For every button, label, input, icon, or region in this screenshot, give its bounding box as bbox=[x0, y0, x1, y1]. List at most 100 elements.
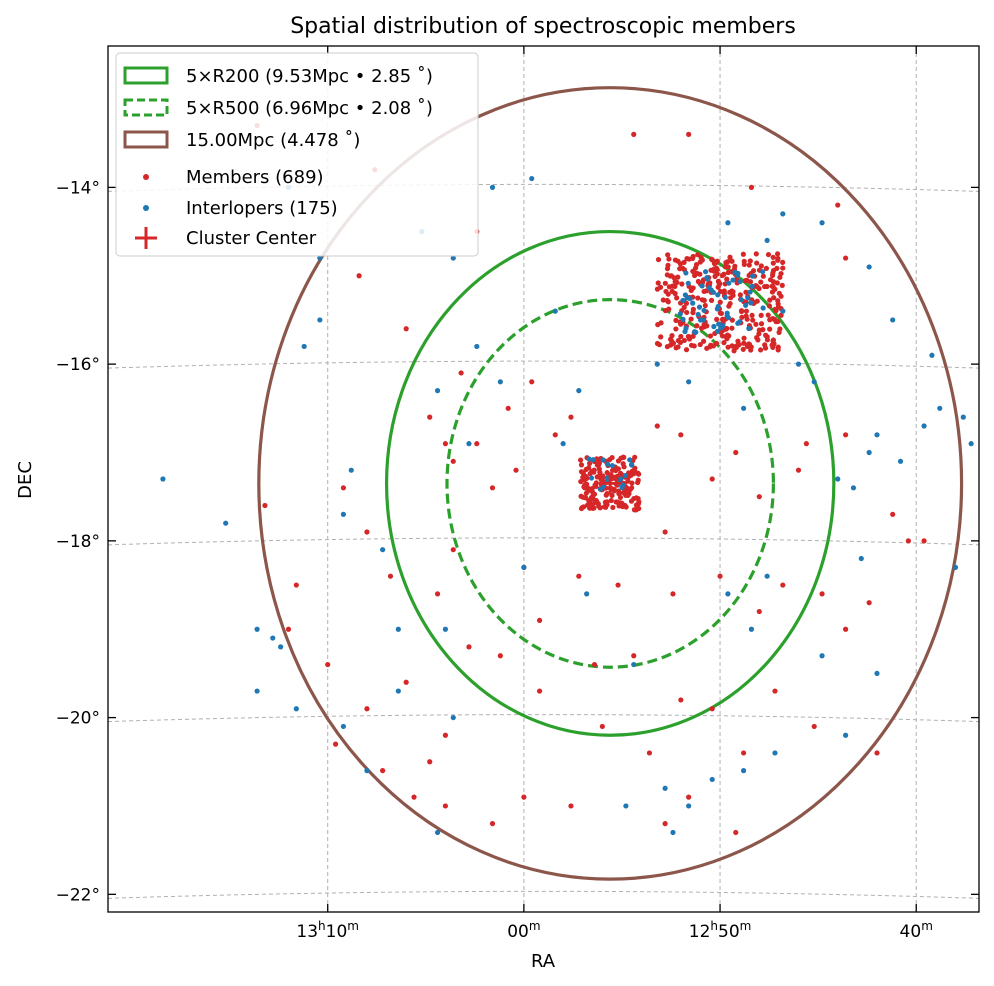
interloper-point-27 bbox=[724, 310, 730, 316]
member-point-588 bbox=[599, 723, 605, 730]
interloper-point-10 bbox=[586, 456, 592, 462]
member-point-552 bbox=[670, 591, 676, 597]
member-point-26 bbox=[610, 504, 616, 511]
interloper-point-91 bbox=[584, 591, 590, 597]
member-point-554 bbox=[756, 608, 762, 615]
interloper-point-122 bbox=[764, 573, 770, 579]
member-point-391 bbox=[767, 317, 773, 323]
member-point-240 bbox=[726, 303, 732, 309]
y-tick-label-0: −14° bbox=[56, 178, 100, 198]
member-point-373 bbox=[694, 323, 700, 329]
member-point-145 bbox=[597, 505, 603, 511]
interloper-point-129 bbox=[740, 768, 747, 774]
member-point-372 bbox=[770, 337, 776, 343]
legend-marker-interlopers bbox=[143, 205, 149, 211]
interloper-point-65 bbox=[687, 296, 693, 302]
member-point-487 bbox=[693, 262, 700, 268]
member-point-549 bbox=[536, 617, 543, 623]
member-point-428 bbox=[717, 299, 723, 305]
member-point-446 bbox=[779, 282, 785, 288]
y-tick-label-4: −22° bbox=[56, 885, 100, 905]
member-point-447 bbox=[777, 274, 783, 280]
member-point-542 bbox=[262, 502, 268, 509]
member-point-169 bbox=[590, 505, 596, 511]
member-point-127 bbox=[580, 470, 586, 477]
member-point-282 bbox=[763, 332, 769, 338]
interloper-point-31 bbox=[747, 289, 753, 295]
member-point-219 bbox=[770, 254, 776, 260]
legend-marker-center bbox=[135, 227, 157, 249]
interloper-point-51 bbox=[722, 294, 728, 300]
interloper-point-36 bbox=[685, 280, 691, 286]
member-point-331 bbox=[732, 263, 738, 269]
member-point-98 bbox=[608, 497, 614, 504]
member-point-500 bbox=[767, 277, 774, 283]
interloper-point-56 bbox=[690, 300, 696, 306]
member-point-92 bbox=[629, 485, 635, 491]
member-point-541 bbox=[905, 538, 911, 544]
member-point-461 bbox=[716, 281, 722, 288]
member-point-383 bbox=[767, 326, 773, 332]
member-point-572 bbox=[740, 750, 747, 756]
member-point-150 bbox=[602, 499, 608, 505]
interloper-point-143 bbox=[560, 441, 566, 447]
y-tick-label-3: −20° bbox=[56, 709, 100, 729]
radius-circles bbox=[257, 86, 964, 881]
member-point-577 bbox=[380, 768, 386, 774]
member-point-481 bbox=[724, 336, 730, 342]
member-point-404 bbox=[717, 310, 723, 316]
member-point-497 bbox=[775, 298, 781, 304]
member-point-430 bbox=[729, 325, 735, 331]
member-point-271 bbox=[727, 254, 733, 260]
member-point-528 bbox=[450, 458, 456, 464]
member-point-527 bbox=[442, 441, 449, 447]
member-point-272 bbox=[655, 256, 662, 263]
interloper-point-81 bbox=[380, 547, 386, 553]
interloper-point-139 bbox=[254, 688, 260, 694]
member-point-89 bbox=[632, 465, 638, 471]
member-point-396 bbox=[675, 338, 681, 344]
interloper-point-66 bbox=[706, 285, 712, 291]
member-point-538 bbox=[803, 441, 809, 447]
interloper-point-43 bbox=[745, 295, 751, 301]
member-point-471 bbox=[730, 292, 736, 298]
member-point-452 bbox=[657, 284, 664, 290]
member-point-376 bbox=[665, 291, 671, 297]
interloper-point-102 bbox=[897, 458, 904, 464]
cluster-center-marker bbox=[599, 472, 622, 495]
member-point-565 bbox=[466, 644, 472, 650]
member-point-156 bbox=[591, 491, 598, 497]
member-point-584 bbox=[686, 794, 692, 800]
member-point-567 bbox=[536, 688, 543, 694]
member-point-576 bbox=[332, 741, 339, 747]
x-tick-label-3: 40m bbox=[900, 919, 933, 942]
interloper-point-39 bbox=[683, 270, 689, 276]
interloper-point-71 bbox=[748, 300, 754, 306]
interloper-point-128 bbox=[772, 750, 778, 756]
interloper-point-67 bbox=[725, 315, 731, 321]
member-point-229 bbox=[770, 260, 776, 266]
member-point-133 bbox=[584, 502, 591, 508]
member-point-151 bbox=[635, 501, 642, 507]
member-point-176 bbox=[593, 483, 599, 490]
member-point-292 bbox=[743, 289, 749, 295]
member-point-200 bbox=[771, 295, 777, 301]
interloper-point-49 bbox=[749, 283, 755, 289]
member-point-574 bbox=[811, 723, 817, 730]
member-point-494 bbox=[707, 280, 713, 286]
circle-r15 bbox=[257, 86, 964, 881]
member-point-378 bbox=[697, 341, 703, 348]
member-point-519 bbox=[403, 326, 409, 332]
member-point-469 bbox=[681, 259, 687, 265]
member-point-535 bbox=[733, 449, 739, 456]
legend-label-interlopers: Interlopers (175) bbox=[186, 198, 338, 219]
member-point-202 bbox=[658, 334, 664, 340]
interloper-point-76 bbox=[254, 626, 260, 632]
member-point-336 bbox=[760, 273, 766, 279]
interloper-point-106 bbox=[317, 255, 323, 261]
member-point-421 bbox=[669, 283, 676, 289]
member-point-422 bbox=[658, 320, 664, 326]
member-point-75 bbox=[591, 467, 597, 473]
interloper-point-140 bbox=[293, 706, 299, 712]
interloper-point-142 bbox=[450, 714, 456, 721]
